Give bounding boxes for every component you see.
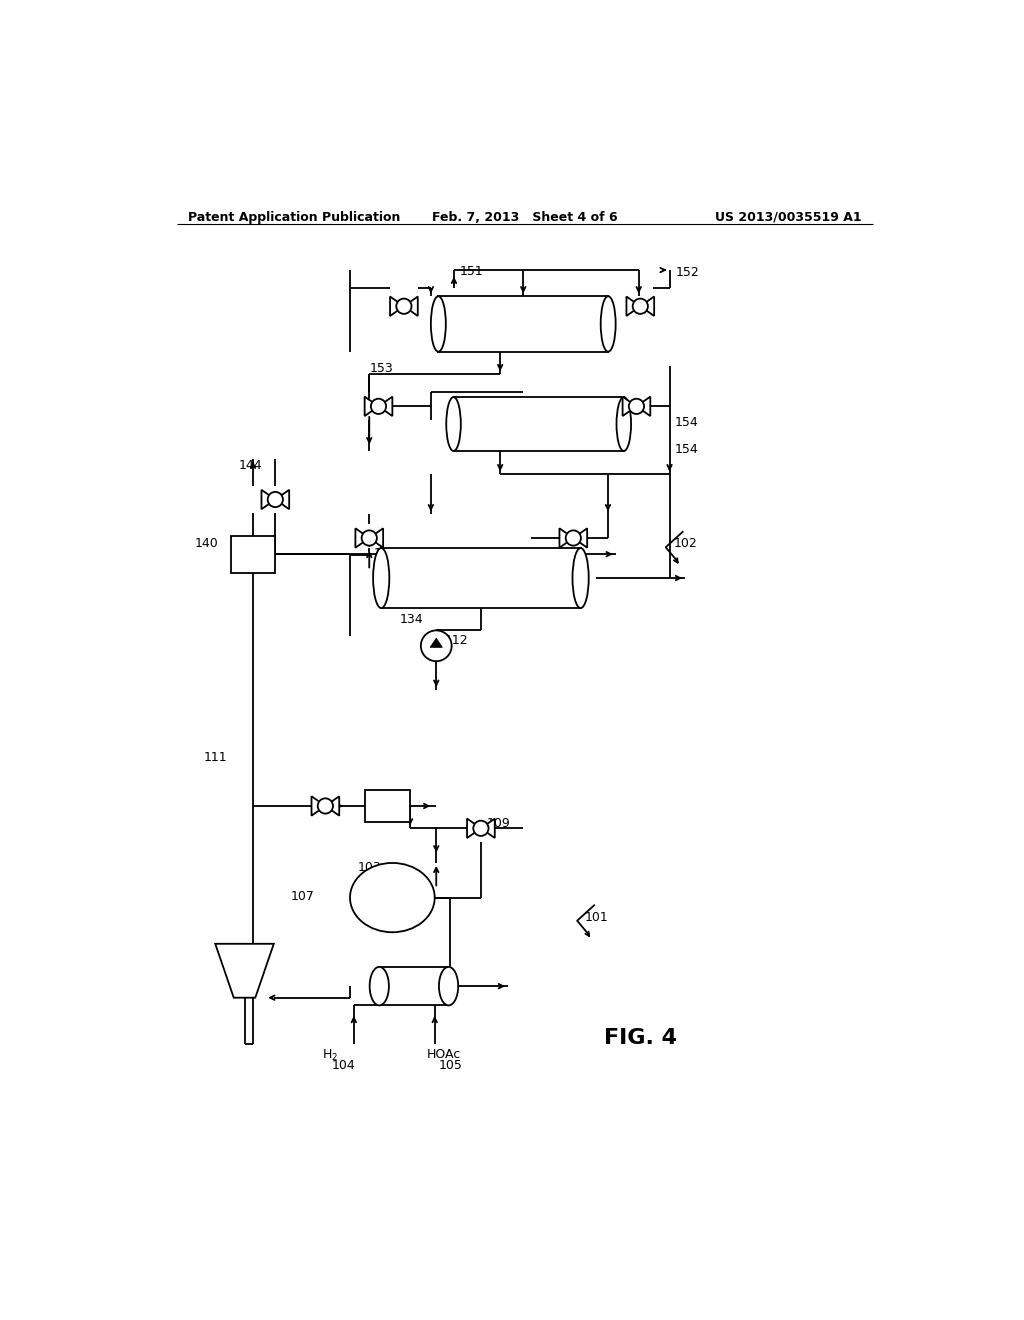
Bar [381,548,581,609]
Text: 154: 154 [674,444,698,457]
Text: Patent Application Publication: Patent Application Publication [188,211,400,224]
Polygon shape [637,396,650,416]
Bar [454,397,624,451]
Text: 111: 111 [204,751,227,764]
Polygon shape [481,818,495,838]
Polygon shape [640,297,654,315]
Text: 112: 112 [444,635,468,647]
Text: Feb. 7, 2013   Sheet 4 of 6: Feb. 7, 2013 Sheet 4 of 6 [432,211,617,224]
Text: 137: 137 [374,548,397,560]
Circle shape [396,298,412,314]
Bar [438,296,608,351]
Text: 154: 154 [674,416,698,429]
Text: 107: 107 [291,890,314,903]
Text: 140: 140 [195,537,218,550]
Ellipse shape [616,397,631,451]
Polygon shape [627,297,640,315]
Text: 153: 153 [370,363,393,375]
Bar [230,536,275,573]
Ellipse shape [572,548,589,609]
Ellipse shape [350,863,435,932]
Ellipse shape [439,966,458,1006]
Text: 104: 104 [332,1059,355,1072]
Circle shape [629,399,644,414]
Polygon shape [573,528,587,548]
Text: 106: 106 [385,973,409,986]
Polygon shape [379,396,392,416]
Ellipse shape [373,548,389,609]
Polygon shape [403,297,418,315]
Text: US 2013/0035519 A1: US 2013/0035519 A1 [716,211,862,224]
Polygon shape [390,297,403,315]
Ellipse shape [601,296,615,351]
Text: 134: 134 [400,612,424,626]
Text: 150: 150 [484,409,509,422]
Polygon shape [370,528,383,548]
Circle shape [473,821,488,836]
Text: 102: 102 [674,537,697,550]
Circle shape [361,531,377,545]
Text: 144: 144 [239,459,262,471]
Bar [366,789,410,822]
Text: FIG. 4: FIG. 4 [604,1028,677,1048]
Polygon shape [261,490,275,510]
Polygon shape [365,396,379,416]
Text: 105: 105 [438,1059,463,1072]
Text: 151: 151 [460,264,484,277]
Ellipse shape [370,966,389,1006]
Text: 103: 103 [357,861,382,874]
Circle shape [267,492,283,507]
Polygon shape [430,638,442,647]
Circle shape [565,531,581,545]
Bar [379,966,449,1006]
Circle shape [371,399,386,414]
Text: 109: 109 [486,817,510,830]
Polygon shape [467,818,481,838]
Ellipse shape [446,397,461,451]
Ellipse shape [431,296,445,351]
Polygon shape [623,396,637,416]
Text: 148: 148 [469,312,494,325]
Text: HOAc: HOAc [427,1048,461,1061]
Polygon shape [355,528,370,548]
Polygon shape [275,490,289,510]
Polygon shape [326,796,339,816]
Polygon shape [215,944,273,998]
Text: 101: 101 [585,911,608,924]
Circle shape [317,799,333,813]
Text: H$_2$: H$_2$ [322,1048,338,1063]
Circle shape [633,298,648,314]
Polygon shape [311,796,326,816]
Polygon shape [559,528,573,548]
Text: 152: 152 [676,267,699,280]
Circle shape [421,631,452,661]
